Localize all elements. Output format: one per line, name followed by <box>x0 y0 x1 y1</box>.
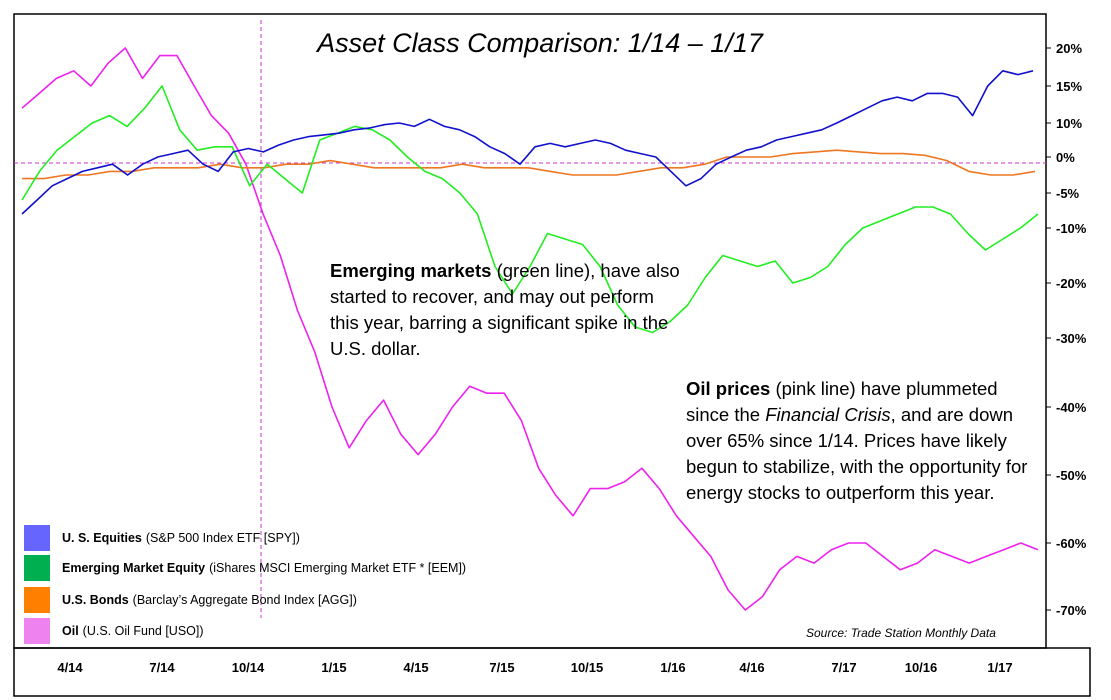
legend-entry: U.S. Bonds (Barclay’s Aggregate Bond Inde… <box>24 587 357 613</box>
x-tick-label: 10/16 <box>905 660 938 675</box>
oil-prices-annotation: Oil prices (pink line) have plummeted si… <box>686 376 1040 506</box>
legend-series-name: U.S. Bonds <box>62 593 129 607</box>
legend-swatch <box>24 555 50 581</box>
y-tick-label: 0% <box>1056 150 1075 165</box>
oil-annotation-text-1: (pink line) have plummeted since the <box>686 378 998 425</box>
x-tick-label: 10/14 <box>232 660 265 675</box>
series-line-oil <box>21 47 1039 611</box>
x-tick-label: 1/17 <box>987 660 1012 675</box>
oil-annotation-text-2: , and are down over 65% since 1/14. Pric… <box>686 404 1028 503</box>
x-tick-label: 7/17 <box>831 660 856 675</box>
legend-series-name: Emerging Market Equity <box>62 561 206 575</box>
x-tick-label: 4/15 <box>403 660 428 675</box>
legend-series-detail: (S&P 500 Index ETF [SPY]) <box>145 531 300 545</box>
y-tick-label: -10% <box>1056 221 1087 236</box>
legend-series-name: Oil <box>62 624 79 638</box>
y-tick-label: 15% <box>1056 79 1082 94</box>
legend-swatch <box>24 618 50 644</box>
y-tick-label: -30% <box>1056 331 1087 346</box>
legend-series-name: U. S. Equities <box>62 531 142 545</box>
oil-annotation-italic: Financial Crisis <box>765 404 891 425</box>
y-tick-label: 10% <box>1056 116 1082 131</box>
y-tick-label: -40% <box>1056 400 1087 415</box>
legend-series-detail: (Barclay’s Aggregate Bond Index [AGG]) <box>132 593 357 607</box>
legend-swatch <box>24 525 50 551</box>
y-tick-label: -70% <box>1056 603 1087 618</box>
y-tick-label: -5% <box>1056 186 1080 201</box>
source-note: Source: Trade Station Monthly Data <box>806 626 996 640</box>
x-tick-label: 7/15 <box>489 660 514 675</box>
x-tick-label: 10/15 <box>571 660 604 675</box>
emerging-annotation-text: (green line), have also started to recov… <box>330 260 680 359</box>
series-line-emerging-market-equity <box>21 85 1039 334</box>
x-tick-label: 4/16 <box>739 660 764 675</box>
x-tick-label: 7/14 <box>149 660 175 675</box>
series-line-u-s-bonds <box>22 149 1036 180</box>
legend-series-detail: (iShares MSCI Emerging Market ETF * [EEM… <box>209 561 467 575</box>
series-line-u-s-equities <box>21 70 1034 215</box>
x-tick-label: 4/14 <box>57 660 83 675</box>
legend-entry: Oil (U.S. Oil Fund [USO]) <box>24 618 204 644</box>
x-axis-band <box>13 647 1091 697</box>
y-tick-label: -50% <box>1056 468 1087 483</box>
y-tick-label: 20% <box>1056 41 1082 56</box>
legend-entry: Emerging Market Equity (iShares MSCI Emer… <box>24 555 466 581</box>
x-tick-label: 1/15 <box>321 660 346 675</box>
chart-title: Asset Class Comparison: 1/14 – 1/17 <box>315 28 764 58</box>
legend-swatch <box>24 587 50 613</box>
y-tick-label: -60% <box>1056 536 1087 551</box>
y-tick-label: -20% <box>1056 276 1087 291</box>
x-tick-label: 1/16 <box>660 660 685 675</box>
emerging-annotation-bold: Emerging markets <box>330 260 492 281</box>
legend-entry: U. S. Equities (S&P 500 Index ETF [SPY]) <box>24 525 300 551</box>
emerging-markets-annotation: Emerging markets (green line), have also… <box>330 258 682 362</box>
oil-annotation-bold: Oil prices <box>686 378 771 399</box>
legend-series-detail: (U.S. Oil Fund [USO]) <box>82 624 204 638</box>
